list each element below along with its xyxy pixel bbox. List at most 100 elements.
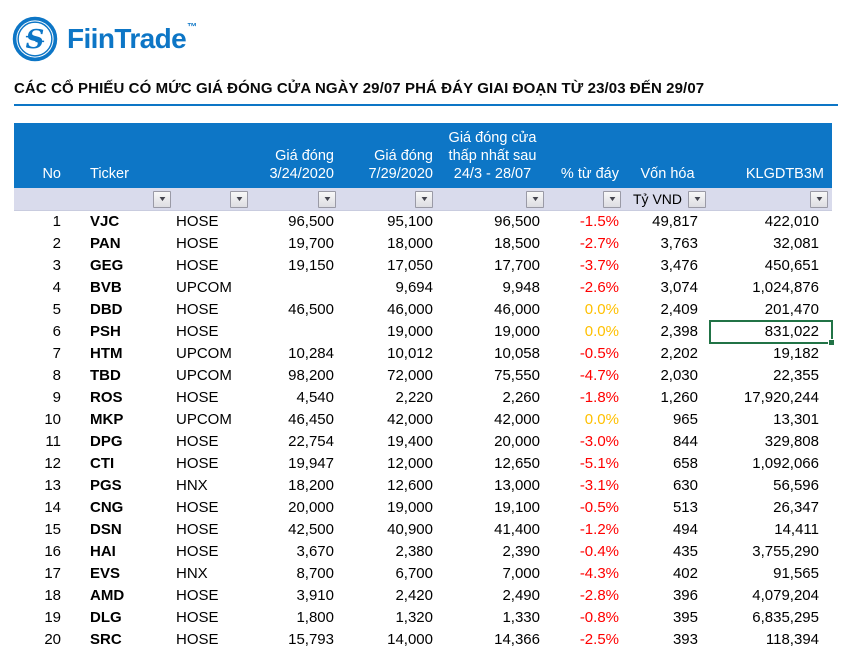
- cell-klgdtb3m[interactable]: 1,092,066: [752, 455, 819, 472]
- cell-lowest-after[interactable]: 18,500: [494, 235, 540, 252]
- filter-dropdown-market-cap[interactable]: ▼: [688, 191, 706, 208]
- cell-klgdtb3m[interactable]: 22,355: [773, 367, 819, 384]
- cell-pct-from-bottom[interactable]: -3.1%: [579, 477, 619, 494]
- cell-no[interactable]: 5: [52, 301, 61, 318]
- cell-exchange[interactable]: HOSE: [176, 631, 219, 648]
- cell-pct-from-bottom[interactable]: -1.8%: [579, 389, 619, 406]
- cell-exchange[interactable]: HOSE: [176, 301, 219, 318]
- cell-close-0729[interactable]: 17,050: [387, 257, 433, 274]
- cell-close-0729[interactable]: 95,100: [387, 213, 433, 230]
- cell-pct-from-bottom[interactable]: -2.5%: [579, 631, 619, 648]
- cell-no[interactable]: 16: [44, 543, 61, 560]
- cell-market-cap[interactable]: 2,409: [660, 301, 698, 318]
- cell-klgdtb3m[interactable]: 56,596: [773, 477, 819, 494]
- cell-close-0324[interactable]: 20,000: [288, 499, 334, 516]
- cell-lowest-after[interactable]: 41,400: [494, 521, 540, 538]
- cell-pct-from-bottom[interactable]: -1.5%: [579, 213, 619, 230]
- column-header-lowest-after[interactable]: Giá đóng cửa thấp nhất sau 24/3 - 28/07: [448, 130, 537, 182]
- cell-close-0729[interactable]: 19,000: [387, 323, 433, 340]
- cell-exchange[interactable]: UPCOM: [176, 367, 232, 384]
- cell-ticker[interactable]: TBD: [90, 367, 121, 384]
- cell-pct-from-bottom[interactable]: 0.0%: [584, 301, 619, 318]
- cell-market-cap[interactable]: 2,030: [660, 367, 698, 384]
- cell-pct-from-bottom[interactable]: -0.5%: [579, 499, 619, 516]
- cell-close-0324[interactable]: [252, 321, 340, 343]
- cell-klgdtb3m[interactable]: 118,394: [765, 631, 819, 648]
- cell-market-cap[interactable]: 630: [672, 477, 698, 494]
- cell-lowest-after[interactable]: 14,366: [494, 631, 540, 648]
- cell-market-cap[interactable]: 2,398: [660, 323, 698, 340]
- cell-no[interactable]: 17: [44, 565, 61, 582]
- cell-close-0324[interactable]: 42,500: [288, 521, 334, 538]
- cell-close-0729[interactable]: 2,220: [395, 389, 433, 406]
- cell-exchange[interactable]: HOSE: [176, 543, 219, 560]
- cell-market-cap[interactable]: 393: [672, 631, 698, 648]
- cell-klgdtb3m[interactable]: 32,081: [773, 235, 819, 252]
- cell-close-0729[interactable]: 46,000: [387, 301, 433, 318]
- cell-klgdtb3m[interactable]: 3,755,290: [752, 543, 819, 560]
- cell-pct-from-bottom[interactable]: -0.4%: [579, 543, 619, 560]
- cell-close-0729[interactable]: 42,000: [387, 411, 433, 428]
- cell-lowest-after[interactable]: 42,000: [494, 411, 540, 428]
- cell-klgdtb3m[interactable]: 26,347: [773, 499, 819, 516]
- cell-pct-from-bottom[interactable]: -5.1%: [579, 455, 619, 472]
- cell-exchange[interactable]: HOSE: [176, 257, 219, 274]
- cell-lowest-after[interactable]: 10,058: [494, 345, 540, 362]
- cell-ticker[interactable]: BVB: [90, 279, 122, 296]
- cell-pct-from-bottom[interactable]: -2.7%: [579, 235, 619, 252]
- cell-close-0324[interactable]: 3,670: [296, 543, 334, 560]
- cell-pct-from-bottom[interactable]: 0.0%: [584, 411, 619, 428]
- cell-no[interactable]: 14: [44, 499, 61, 516]
- cell-close-0324[interactable]: [252, 277, 340, 299]
- cell-ticker[interactable]: AMD: [90, 587, 125, 604]
- cell-lowest-after[interactable]: 12,650: [494, 455, 540, 472]
- cell-ticker[interactable]: HAI: [90, 543, 116, 560]
- cell-close-0729[interactable]: 2,380: [395, 543, 433, 560]
- cell-close-0729[interactable]: 19,000: [387, 499, 433, 516]
- cell-no[interactable]: 12: [44, 455, 61, 472]
- cell-close-0729[interactable]: 9,694: [395, 279, 433, 296]
- cell-close-0324[interactable]: 1,800: [296, 609, 334, 626]
- cell-pct-from-bottom[interactable]: -2.6%: [579, 279, 619, 296]
- cell-ticker[interactable]: PAN: [90, 235, 121, 252]
- cell-market-cap[interactable]: 494: [672, 521, 698, 538]
- filter-dropdown-ticker[interactable]: ▼: [153, 191, 171, 208]
- cell-klgdtb3m[interactable]: 13,301: [773, 411, 819, 428]
- cell-close-0729[interactable]: 10,012: [387, 345, 433, 362]
- filter-dropdown-lowest-after[interactable]: ▼: [526, 191, 544, 208]
- column-header-klgdtb3m[interactable]: KLGDTB3M: [745, 166, 824, 182]
- cell-close-0324[interactable]: 19,150: [288, 257, 334, 274]
- cell-close-0324[interactable]: 98,200: [288, 367, 334, 384]
- cell-close-0324[interactable]: 4,540: [296, 389, 334, 406]
- cell-klgdtb3m[interactable]: 1,024,876: [752, 279, 819, 296]
- cell-exchange[interactable]: UPCOM: [176, 411, 232, 428]
- cell-lowest-after[interactable]: 1,330: [502, 609, 540, 626]
- cell-pct-from-bottom[interactable]: -4.3%: [579, 565, 619, 582]
- cell-close-0324[interactable]: 96,500: [288, 213, 334, 230]
- cell-ticker[interactable]: CTI: [90, 455, 115, 472]
- cell-ticker[interactable]: EVS: [90, 565, 121, 582]
- cell-market-cap[interactable]: 658: [672, 455, 698, 472]
- cell-no[interactable]: 1: [52, 213, 61, 230]
- cell-klgdtb3m[interactable]: 4,079,204: [752, 587, 819, 604]
- cell-exchange[interactable]: HOSE: [176, 499, 219, 516]
- filter-dropdown-pct-from-bottom[interactable]: ▼: [603, 191, 621, 208]
- cell-close-0324[interactable]: 19,947: [288, 455, 334, 472]
- filter-dropdown-exchange[interactable]: ▼: [230, 191, 248, 208]
- cell-market-cap[interactable]: 435: [672, 543, 698, 560]
- cell-no[interactable]: 8: [52, 367, 61, 384]
- filter-dropdown-close-0324[interactable]: ▼: [318, 191, 336, 208]
- cell-no[interactable]: 7: [52, 345, 61, 362]
- cell-exchange[interactable]: HOSE: [176, 235, 219, 252]
- cell-no[interactable]: 4: [52, 279, 61, 296]
- cell-lowest-after[interactable]: 96,500: [494, 213, 540, 230]
- cell-close-0729[interactable]: 6,700: [395, 565, 433, 582]
- cell-lowest-after[interactable]: 75,550: [494, 367, 540, 384]
- cell-close-0729[interactable]: 18,000: [387, 235, 433, 252]
- cell-pct-from-bottom[interactable]: -0.5%: [579, 345, 619, 362]
- cell-ticker[interactable]: CNG: [90, 499, 124, 516]
- cell-no[interactable]: 3: [52, 257, 61, 274]
- cell-close-0324[interactable]: 18,200: [288, 477, 334, 494]
- cell-lowest-after[interactable]: 9,948: [502, 279, 540, 296]
- cell-klgdtb3m[interactable]: 14,411: [774, 521, 819, 538]
